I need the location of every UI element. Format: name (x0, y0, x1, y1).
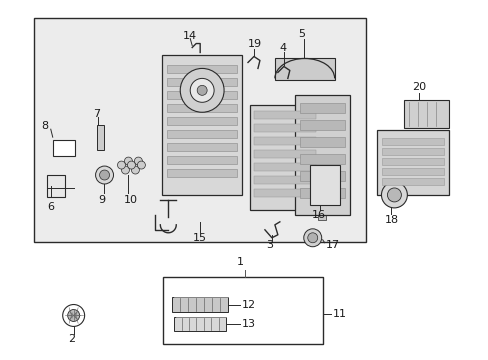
Bar (162, 55, 242, 195)
Text: 20: 20 (411, 82, 426, 93)
Bar (167, 130, 237, 138)
Bar (253, 163, 315, 171)
Bar (167, 117, 237, 125)
Bar (174, 318, 225, 332)
Bar (34, 18, 365, 242)
Bar (382, 158, 443, 165)
Text: 11: 11 (332, 310, 346, 319)
Circle shape (67, 310, 80, 321)
Bar (253, 150, 315, 158)
Circle shape (124, 157, 132, 165)
Circle shape (131, 166, 139, 174)
Circle shape (137, 161, 145, 169)
Bar (167, 143, 237, 151)
Bar (167, 104, 237, 112)
Circle shape (307, 233, 317, 243)
Text: 14: 14 (183, 31, 197, 41)
Text: 19: 19 (247, 39, 262, 49)
Bar (53, 140, 75, 156)
Circle shape (100, 170, 109, 180)
Circle shape (127, 161, 135, 169)
Bar (294, 95, 349, 215)
Bar (404, 100, 448, 128)
Circle shape (190, 78, 214, 102)
Text: 4: 4 (279, 42, 286, 53)
Bar (299, 103, 344, 113)
Bar (382, 168, 443, 175)
Bar (299, 137, 344, 147)
Circle shape (62, 305, 84, 327)
Circle shape (121, 166, 129, 174)
Bar (299, 171, 344, 181)
Bar (382, 178, 443, 185)
Circle shape (386, 188, 401, 202)
Text: 17: 17 (325, 240, 339, 250)
Bar (253, 111, 315, 119)
Text: 9: 9 (99, 195, 105, 205)
Circle shape (95, 166, 113, 184)
Bar (317, 100, 325, 220)
Bar (167, 66, 237, 73)
Bar (172, 297, 227, 312)
Bar (167, 91, 237, 99)
Bar (167, 156, 237, 164)
Text: 15: 15 (193, 233, 207, 243)
Bar (299, 120, 344, 130)
Text: 13: 13 (242, 319, 256, 329)
Bar (309, 165, 339, 205)
Text: 10: 10 (123, 195, 137, 205)
Bar (382, 148, 443, 155)
Text: 5: 5 (297, 28, 304, 39)
Text: 6: 6 (47, 202, 54, 212)
Circle shape (117, 161, 125, 169)
Circle shape (303, 229, 321, 247)
Bar (167, 78, 237, 86)
Bar (299, 188, 344, 198)
Bar (47, 175, 64, 197)
Circle shape (134, 157, 142, 165)
Circle shape (381, 182, 407, 208)
Bar (167, 169, 237, 177)
Text: 7: 7 (93, 109, 101, 119)
Text: 8: 8 (41, 121, 48, 131)
Circle shape (197, 85, 207, 95)
Bar (249, 105, 319, 210)
Text: 1: 1 (237, 257, 244, 267)
Bar (253, 189, 315, 197)
Bar (253, 137, 315, 145)
Text: 18: 18 (384, 215, 398, 225)
Bar (382, 138, 443, 145)
Bar (253, 124, 315, 132)
Bar (253, 176, 315, 184)
Bar (274, 58, 334, 80)
Text: 12: 12 (242, 300, 256, 310)
Bar (377, 130, 448, 195)
Text: 16: 16 (311, 210, 325, 220)
Bar (96, 125, 103, 150)
Text: 2: 2 (67, 334, 75, 345)
Text: 3: 3 (265, 240, 272, 250)
Circle shape (180, 68, 224, 112)
Bar (299, 154, 344, 164)
Bar (163, 276, 322, 345)
